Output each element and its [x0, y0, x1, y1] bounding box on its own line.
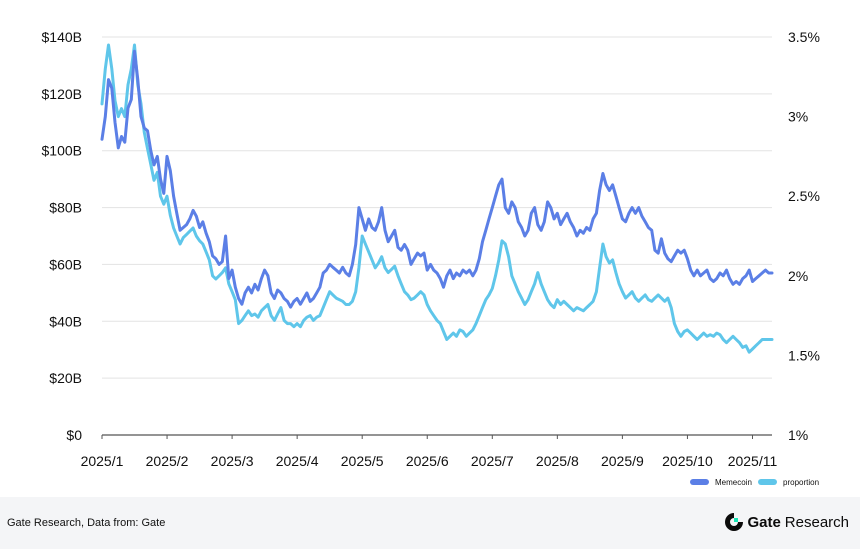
x-tick-label: 2025/4: [276, 453, 319, 469]
x-tick-label: 2025/6: [406, 453, 449, 469]
y-right-tick-label: 2.5%: [788, 188, 820, 204]
y-left-tick-label: $140B: [42, 29, 82, 45]
y-right-tick-label: 2%: [788, 268, 808, 284]
x-tick-label: 2025/2: [146, 453, 189, 469]
legend-label-memecoin: Memecoin: [715, 478, 752, 487]
series-line-proportion: [100, 43, 774, 354]
legend-swatch-proportion: [758, 479, 777, 485]
y-left-tick-label: $20B: [49, 370, 82, 386]
legend-swatch-memecoin: [690, 479, 709, 485]
x-tick-label: 2025/1: [81, 453, 124, 469]
chart: $140B $120B $100B $80B $60B $40B $20B $0 3.5% 3% 2…: [42, 29, 820, 487]
gate-logo-icon: [725, 513, 744, 531]
brand-research-text: Research: [784, 513, 849, 531]
series-line-memecoin: [100, 49, 774, 309]
x-tick-label: 2025/8: [536, 453, 579, 469]
x-tick-label: 2025/9: [601, 453, 644, 469]
footer: Gate Research, Data from: Gate Gate Rese…: [0, 497, 860, 549]
y-left-tick-label: $0: [66, 427, 82, 443]
x-tick-label: 2025/5: [341, 453, 384, 469]
y-right-tick-label: 3.5%: [788, 29, 820, 45]
y-right-tick-label: 1%: [788, 427, 808, 443]
y-left-tick-label: $60B: [49, 256, 82, 272]
x-tick-label: 2025/11: [728, 453, 778, 469]
y-left-tick-label: $100B: [42, 143, 82, 159]
y-right-tick-label: 3%: [788, 109, 808, 125]
data-source-text: Gate Research, Data from: Gate: [7, 517, 166, 529]
y-left-tick-label: $40B: [49, 313, 82, 329]
legend-label-proportion: proportion: [783, 478, 819, 487]
x-tick-label: 2025/3: [211, 453, 254, 469]
x-tick-label: 2025/7: [471, 453, 514, 469]
brand-gate-text: Gate: [747, 513, 781, 531]
y-left-tick-label: $80B: [49, 200, 82, 216]
gate-research-logo: Gate Research: [723, 511, 849, 533]
y-left-tick-label: $120B: [42, 86, 82, 102]
x-tick-label: 2025/10: [662, 453, 713, 469]
y-right-tick-label: 1.5%: [788, 347, 820, 363]
